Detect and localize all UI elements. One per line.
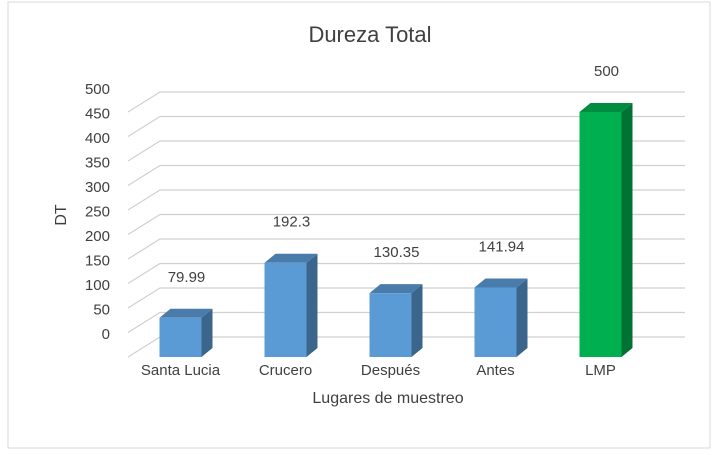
y-axis-title: DT <box>53 204 70 226</box>
y-tick-label: 150 <box>85 252 110 269</box>
bar-side <box>621 103 633 357</box>
grid-line <box>127 91 685 113</box>
data-label: 130.35 <box>374 244 420 261</box>
y-tick-label: 50 <box>93 301 110 318</box>
x-tick-label: Antes <box>476 362 514 379</box>
grid-line <box>127 238 685 260</box>
data-label: 79.99 <box>168 269 206 286</box>
grid-line <box>127 164 685 187</box>
y-tick-label: 350 <box>85 154 110 171</box>
y-tick-label: 0 <box>102 326 110 343</box>
data-label: 141.94 <box>479 238 525 255</box>
bar-side <box>411 284 423 357</box>
bar-top <box>159 308 213 318</box>
bar <box>264 262 307 357</box>
grid-line <box>127 262 685 285</box>
x-tick-label: Después <box>361 362 420 379</box>
x-tick-label: Crucero <box>259 362 312 379</box>
bar-side <box>201 308 213 357</box>
grid-line <box>127 140 685 162</box>
grid-line <box>127 189 685 211</box>
y-tick-label: 200 <box>85 228 110 245</box>
bar-side <box>516 278 528 357</box>
bar <box>579 112 622 357</box>
x-tick-label: Santa Lucia <box>141 362 221 379</box>
x-axis-title: Lugares de muestreo <box>312 390 463 407</box>
y-tick-label: 300 <box>85 179 110 196</box>
bar-top <box>369 284 423 294</box>
y-tick-label: 100 <box>85 277 110 294</box>
bar <box>369 293 412 357</box>
bar-top <box>474 278 528 288</box>
y-tick-label: 500 <box>85 81 110 98</box>
grid-line <box>127 213 685 236</box>
y-tick-label: 400 <box>85 130 110 147</box>
bar <box>474 287 517 357</box>
data-label: 192.3 <box>273 214 311 231</box>
chart-title: Dureza Total <box>308 22 431 47</box>
bar-side <box>306 253 318 357</box>
bar <box>159 317 202 357</box>
data-label: 500 <box>594 63 619 80</box>
grid-line <box>127 115 685 138</box>
bar-top <box>579 103 633 112</box>
y-tick-label: 250 <box>85 203 110 220</box>
bar-top <box>264 253 318 263</box>
y-tick-label: 450 <box>85 105 110 122</box>
x-tick-label: LMP <box>585 362 616 379</box>
